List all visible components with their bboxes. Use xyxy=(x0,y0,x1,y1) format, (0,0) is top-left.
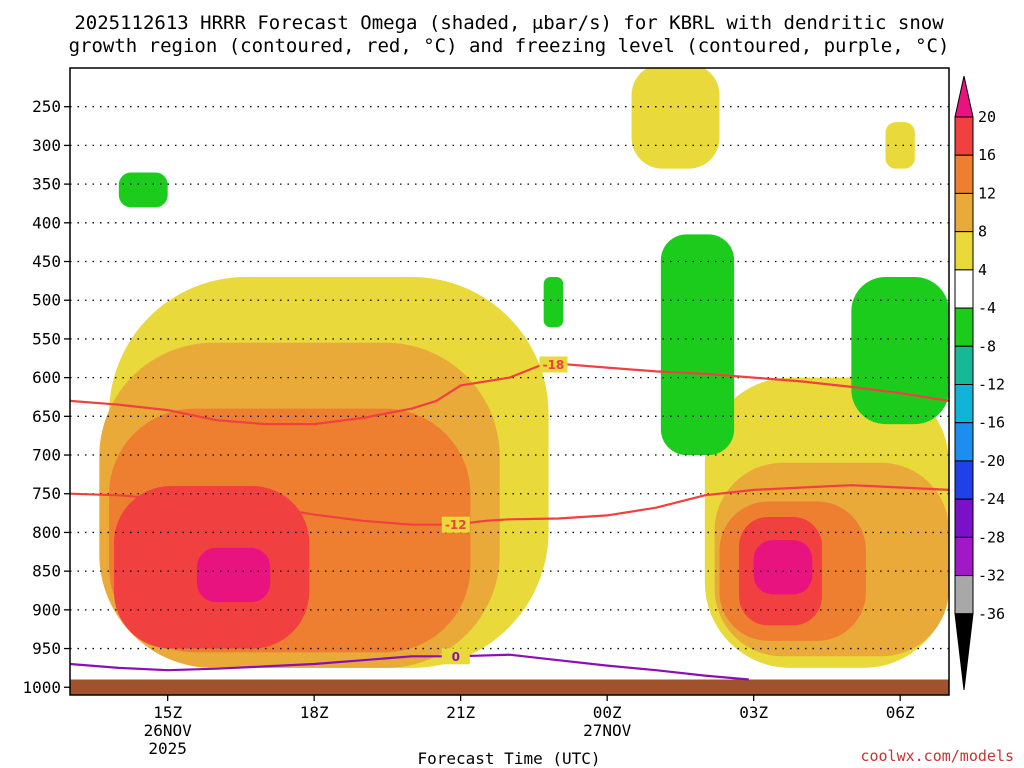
omega-region-14 xyxy=(660,234,735,456)
contour-line--18 xyxy=(70,362,949,426)
contour-label: -18 xyxy=(543,358,565,372)
colorbar-segment xyxy=(954,116,974,156)
ground-fill xyxy=(70,679,949,695)
y-tick-label: 900 xyxy=(32,600,61,619)
colorbar-level-label: -28 xyxy=(978,528,1005,546)
omega-region-15 xyxy=(851,277,949,425)
omega-region-2 xyxy=(885,122,915,169)
colorbar-level-label: -16 xyxy=(978,414,1005,432)
colorbar-segment xyxy=(954,460,974,500)
colorbar-top-arrow xyxy=(954,75,974,118)
colorbar-level-label: 8 xyxy=(978,223,987,241)
colorbar-segment xyxy=(954,536,974,577)
y-tick-label: 550 xyxy=(32,329,61,348)
y-tick-label: 1000 xyxy=(22,678,61,697)
omega-shading xyxy=(99,68,949,668)
y-tick-label: 300 xyxy=(32,136,61,155)
colorbar-level-label: -32 xyxy=(978,567,1005,585)
colorbar-segment xyxy=(954,192,974,233)
contour-line-0 xyxy=(70,653,749,681)
colorbar-level-label: 20 xyxy=(978,108,996,126)
credit-text[interactable]: coolwx.com/models xyxy=(860,747,1014,765)
y-tick-label: 950 xyxy=(32,639,61,658)
x-tick-sublabel: 2025 xyxy=(148,739,187,758)
colorbar-level-label: -36 xyxy=(978,605,1005,623)
x-tick-sublabel: 27NOV xyxy=(583,721,632,740)
contour-label-bg xyxy=(539,356,568,373)
x-tick-label: 03Z xyxy=(739,703,768,722)
x-tick-label: 21Z xyxy=(446,703,475,722)
pressure-axis: 250 300 350 400 450 500 550 600 650 700 750 800 850 9… xyxy=(22,97,70,697)
colorbar-segment xyxy=(954,384,974,424)
contour-line--12 xyxy=(70,484,949,526)
colorbar-segment xyxy=(954,269,974,309)
y-tick-label: 850 xyxy=(32,562,61,581)
colorbar-bottom-arrow xyxy=(954,613,974,691)
colorbar-segment xyxy=(954,498,974,538)
ground-layer xyxy=(70,679,949,695)
x-tick-label: 15Z xyxy=(153,703,182,722)
colorbar-level-label: 12 xyxy=(978,184,996,202)
colorbar-level-label: 16 xyxy=(978,146,996,164)
colorbar-segment xyxy=(954,231,974,271)
x-tick-label: 06Z xyxy=(886,703,915,722)
colorbar-level-label: -12 xyxy=(978,376,1005,394)
contour-label: 0 xyxy=(452,650,460,664)
omega-region-11 xyxy=(753,540,813,595)
x-tick-sublabel: 26NOV xyxy=(144,721,193,740)
chart-title-line-2: growth region (contoured, red, °C) and f… xyxy=(69,35,950,57)
colorbar-segment xyxy=(954,575,974,615)
colorbar-segment xyxy=(954,422,974,462)
y-tick-label: 700 xyxy=(32,446,61,465)
plot-frame xyxy=(69,67,950,696)
omega-region-10 xyxy=(196,547,271,603)
omega-region-13 xyxy=(543,277,564,328)
colorbar-segment xyxy=(954,345,974,385)
x-axis-label: Forecast Time (UTC) xyxy=(417,749,600,768)
plot-area: -18 -12 0 xyxy=(70,68,949,695)
chart-title-line-1: 2025112613 HRRR Forecast Omega (shaded, … xyxy=(74,12,944,34)
colorbar-segment xyxy=(954,154,974,194)
contour-label: -12 xyxy=(445,518,467,532)
y-tick-label: 500 xyxy=(32,291,61,310)
omega-region-1 xyxy=(631,68,720,169)
y-tick-label: 750 xyxy=(32,484,61,503)
temperature-contours: -18 -12 0 xyxy=(70,356,949,681)
colorbar-level-label: 4 xyxy=(978,261,987,279)
x-tick-label: 00Z xyxy=(593,703,622,722)
colorbar-level-label: -8 xyxy=(978,337,996,355)
colorbar-level-label: -20 xyxy=(978,452,1005,470)
y-tick-label: 400 xyxy=(32,213,61,232)
colorbar-segment xyxy=(954,307,974,347)
x-tick-label: 18Z xyxy=(300,703,329,722)
contour-label-bg xyxy=(441,648,470,665)
colorbar-level-label: -24 xyxy=(978,490,1005,508)
y-tick-label: 650 xyxy=(32,407,61,426)
y-tick-label: 350 xyxy=(32,175,61,194)
y-tick-label: 450 xyxy=(32,252,61,271)
omega-region-12 xyxy=(118,172,168,208)
y-tick-label: 250 xyxy=(32,97,61,116)
colorbar: 20 16 12 8 4 -4 -8 -12 -16 -20 -24 -28 -32 -36 xyxy=(954,75,1005,691)
y-tick-label: 800 xyxy=(32,523,61,542)
y-tick-label: 600 xyxy=(32,368,61,387)
contour-label-bg xyxy=(441,516,470,533)
colorbar-level-label: -4 xyxy=(978,299,996,317)
